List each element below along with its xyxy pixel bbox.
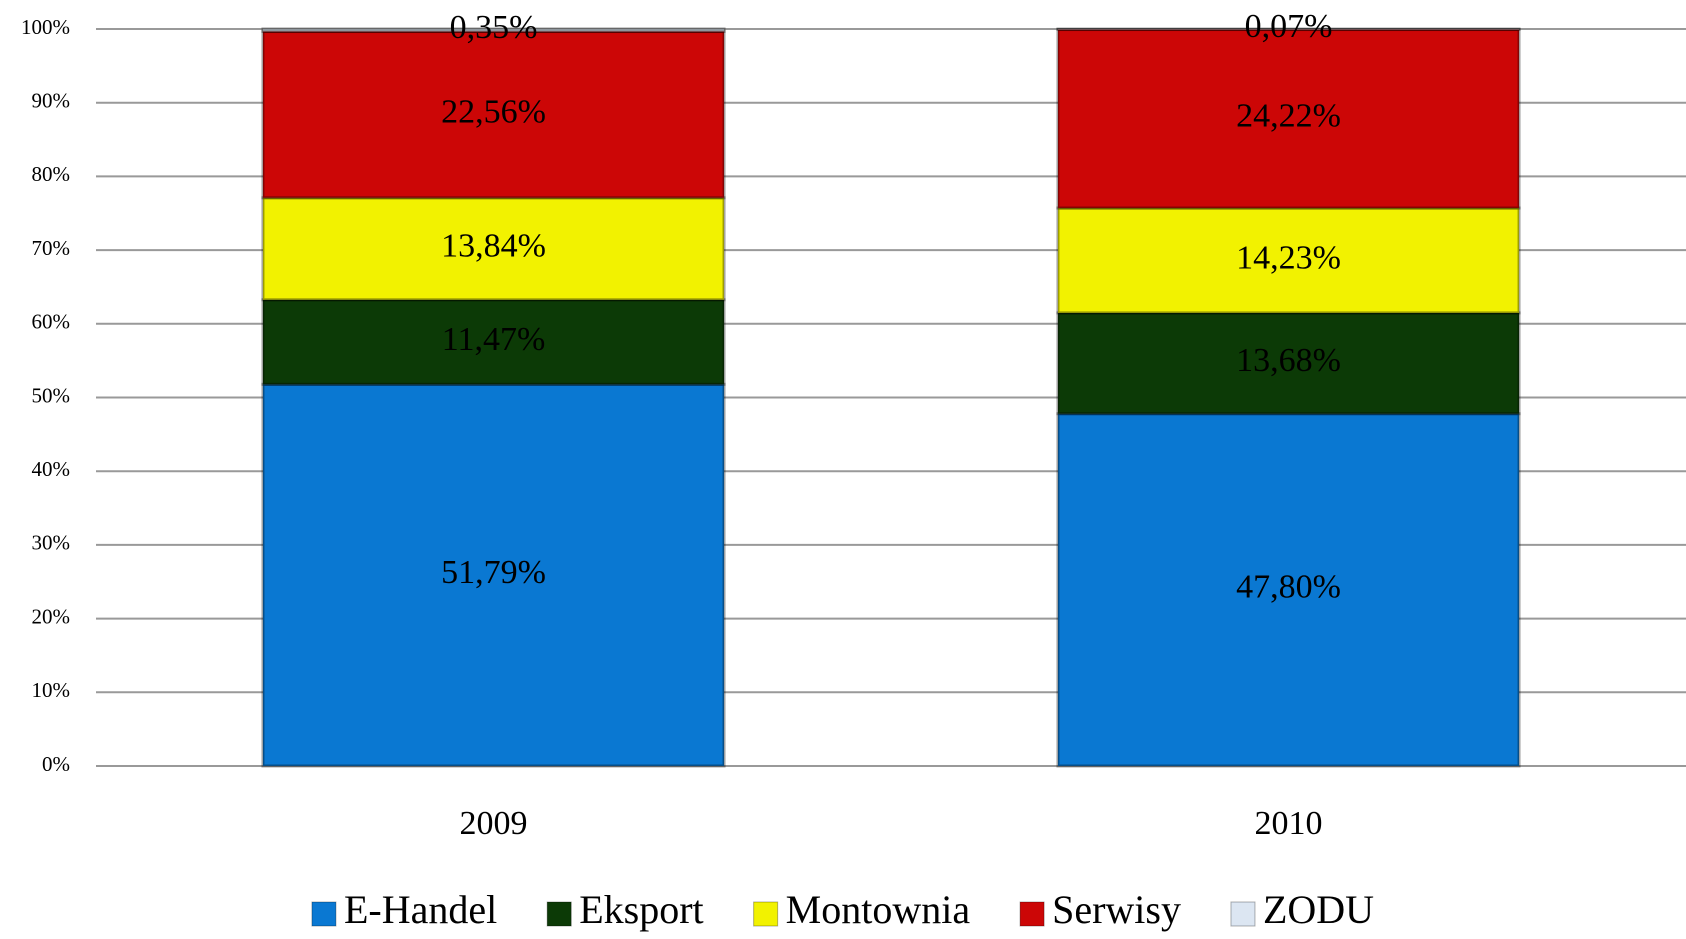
y-tick-label: 100% [21,15,70,39]
value-label: 22,56% [441,93,546,130]
y-tick-label: 50% [32,383,71,407]
value-label: 0,35% [450,9,538,46]
value-label: 13,68% [1236,342,1341,379]
y-tick-label: 80% [32,162,71,186]
value-label: 51,79% [441,554,546,591]
value-label: 14,23% [1236,239,1341,276]
legend-swatch [1019,901,1045,927]
y-tick-label: 10% [32,678,71,702]
legend-swatch [753,901,779,927]
legend-label: Serwisy [1052,887,1181,932]
bar-segment [1056,311,1521,416]
bar-segment [1056,412,1521,768]
value-label: 11,47% [442,321,546,358]
legend-label: E-Handel [344,887,497,932]
y-tick-label: 0% [42,752,70,776]
x-tick-label: 2009 [460,805,528,842]
legend-label: Eksport [579,887,703,932]
y-tick-label: 40% [32,457,71,481]
y-tick-label: 90% [32,89,71,113]
bar-segment [261,196,726,302]
legend-label: Montownia [786,887,971,932]
value-label: 0,07% [1245,8,1333,45]
legend-label: ZODU [1263,887,1374,932]
bar-segment [1056,27,1521,32]
value-label: 47,80% [1236,569,1341,606]
y-tick-label: 60% [32,310,71,334]
y-tick-label: 70% [32,236,71,260]
bar-segment [261,27,726,34]
legend-swatch [546,901,572,927]
bar-segment [261,382,726,768]
legend-swatch [311,901,337,927]
x-tick-label: 2010 [1255,805,1323,842]
y-tick-label: 30% [32,531,71,555]
bar-segment [261,298,726,386]
bar-segment [261,30,726,200]
legend-swatch [1230,901,1256,927]
y-tick-label: 20% [32,604,71,628]
value-label: 13,84% [441,228,546,265]
bar-segment [1056,206,1521,315]
value-label: 24,22% [1236,98,1341,135]
